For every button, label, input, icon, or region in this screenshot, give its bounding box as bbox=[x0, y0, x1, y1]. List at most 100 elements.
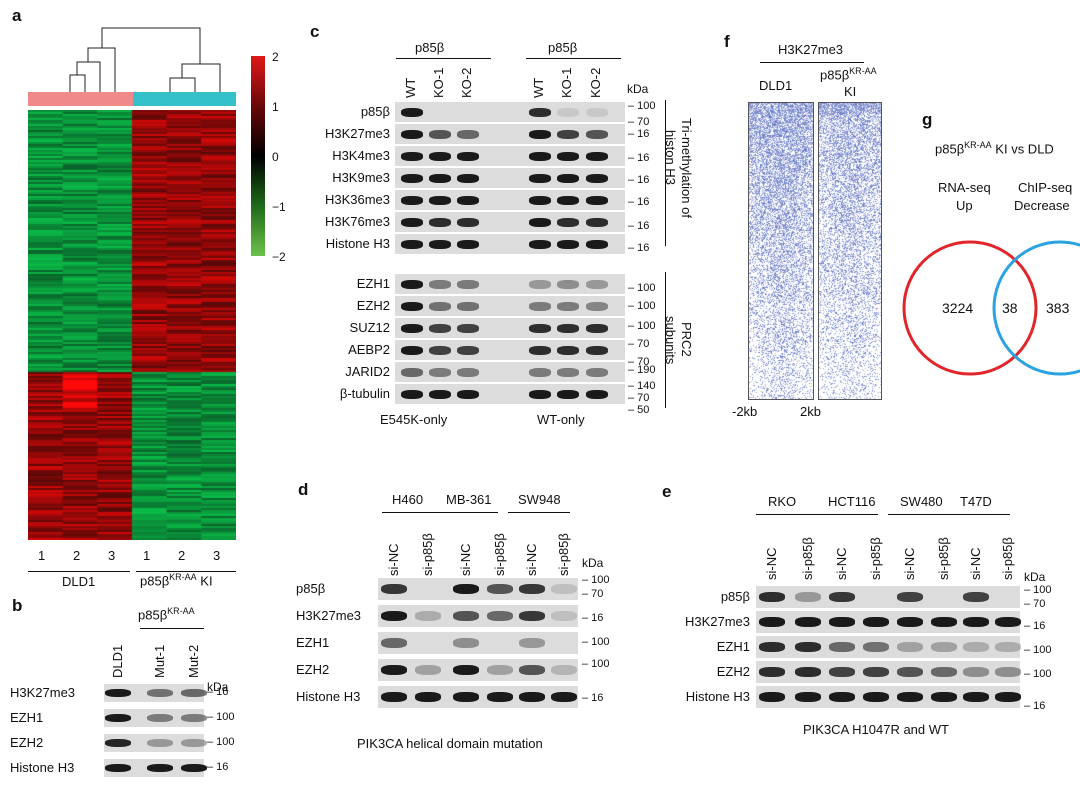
blot-band bbox=[557, 367, 579, 377]
blot-band bbox=[586, 301, 608, 311]
blot-band bbox=[557, 345, 579, 355]
blot-band bbox=[586, 217, 608, 227]
blot-strip bbox=[378, 632, 578, 654]
mw-marker: – 70 bbox=[628, 356, 650, 368]
blot-band bbox=[529, 279, 551, 289]
c-footer-right: WT-only bbox=[537, 412, 585, 427]
blot-band bbox=[963, 667, 989, 677]
g-set2-line1: ChIP-seq bbox=[1018, 180, 1073, 195]
blot-band bbox=[795, 692, 821, 702]
cell-line-underline bbox=[888, 514, 950, 515]
f-col1: DLD1 bbox=[759, 78, 793, 93]
c-bracket-bottom bbox=[665, 272, 666, 408]
blot-row-label: JARID2 bbox=[345, 364, 390, 379]
blot-strip bbox=[395, 234, 625, 254]
f-frame-2 bbox=[818, 102, 882, 400]
blot-band bbox=[519, 665, 545, 675]
blot-band bbox=[401, 173, 423, 183]
blot-band bbox=[931, 692, 957, 702]
panel-letter-f: f bbox=[724, 32, 730, 51]
expression-heatmap bbox=[28, 110, 236, 540]
lane-label: si-NC bbox=[834, 547, 849, 581]
blot-strip bbox=[104, 734, 204, 752]
lane-label: si-p85β bbox=[1000, 537, 1015, 580]
g-set1-line1: RNA-seq bbox=[938, 180, 991, 195]
blot-band bbox=[381, 692, 407, 702]
blot-row-label: EZH2 bbox=[296, 662, 330, 677]
blot-band bbox=[381, 665, 407, 675]
blot-band bbox=[429, 239, 451, 249]
mw-marker: – 16 bbox=[582, 612, 604, 624]
heatmap-column-label: 2 bbox=[178, 548, 186, 563]
colorbar-tick: 2 bbox=[272, 50, 279, 64]
blot-row-label: EZH1 bbox=[10, 710, 44, 725]
g-title: p85βKR-AA KI vs DLD bbox=[935, 140, 1054, 157]
cell-line-label: T47D bbox=[960, 494, 992, 509]
mw-marker: – 100 bbox=[1024, 584, 1052, 596]
mw-marker: – 100 bbox=[582, 574, 610, 586]
blot-row-label: EZH1 bbox=[296, 635, 330, 650]
cell-line-underline bbox=[948, 514, 1010, 515]
lane-label: si-p85β bbox=[556, 533, 571, 576]
blot-row-label: EZH1 bbox=[716, 639, 750, 654]
mw-marker: – 70 bbox=[582, 588, 604, 600]
mw-marker: – 16 bbox=[628, 220, 650, 232]
mw-marker: – 100 bbox=[1024, 644, 1052, 656]
lane-label: si-NC bbox=[902, 547, 917, 581]
blot-band bbox=[381, 584, 407, 594]
blot-band bbox=[401, 367, 423, 377]
blot-band bbox=[557, 173, 579, 183]
colorbar bbox=[251, 56, 265, 256]
f-col2: p85βKR-AA bbox=[820, 66, 877, 83]
blot-band bbox=[519, 611, 545, 621]
cell-line-underline bbox=[382, 512, 444, 513]
blot-band bbox=[529, 389, 551, 399]
group-label-dld1: DLD1 bbox=[62, 574, 96, 589]
cell-line-label: MB-361 bbox=[446, 492, 492, 507]
blot-band bbox=[586, 323, 608, 333]
blot-band bbox=[429, 279, 451, 289]
blot-band bbox=[487, 584, 513, 594]
group-label-ki: p85βKR-AA KI bbox=[140, 572, 213, 589]
blot-band bbox=[457, 195, 479, 205]
blot-band bbox=[429, 195, 451, 205]
c-kda: kDa bbox=[627, 82, 649, 96]
cell-line-underline bbox=[816, 514, 878, 515]
panel-letter-a: a bbox=[12, 6, 22, 25]
blot-row-label: H3K4me3 bbox=[332, 148, 390, 163]
blot-row-label: H3K36me3 bbox=[324, 192, 390, 207]
lane-label: si-p85β bbox=[868, 537, 883, 580]
blot-band bbox=[457, 279, 479, 289]
blot-row-label: EZH2 bbox=[356, 298, 390, 313]
mw-marker: – 16 bbox=[628, 128, 650, 140]
c-side-label-top-1: Tri-methylation of bbox=[679, 118, 694, 218]
heatmap-column-label: 2 bbox=[73, 548, 81, 563]
blot-band bbox=[457, 367, 479, 377]
blot-row-label: H3K76me3 bbox=[324, 214, 390, 229]
blot-strip bbox=[395, 340, 625, 360]
d-kda: kDa bbox=[582, 556, 604, 570]
blot-row-label: SUZ12 bbox=[349, 320, 390, 335]
heatmap-column-label: 1 bbox=[143, 548, 151, 563]
panel-letter-c: c bbox=[310, 22, 320, 41]
c-side-label-bottom-1: PRC2 bbox=[679, 322, 694, 357]
blot-band bbox=[557, 279, 579, 289]
lane-label: Mut-1 bbox=[152, 644, 167, 678]
blot-band bbox=[415, 692, 441, 702]
mw-marker: – 16 bbox=[1024, 620, 1046, 632]
venn-only-rna: 3224 bbox=[942, 300, 974, 316]
blot-band bbox=[429, 217, 451, 227]
blot-band bbox=[586, 129, 608, 139]
blot-row-label: Histone H3 bbox=[10, 760, 75, 775]
venn-circle-rna bbox=[902, 240, 1038, 376]
blot-band bbox=[429, 345, 451, 355]
blot-band bbox=[429, 301, 451, 311]
c-group-header-left: p85β bbox=[415, 40, 445, 55]
cell-line-label: HCT116 bbox=[828, 494, 876, 509]
blot-band bbox=[105, 713, 131, 723]
blot-band bbox=[529, 107, 551, 117]
blot-band bbox=[897, 692, 923, 702]
blot-band bbox=[529, 301, 551, 311]
blot-band bbox=[401, 323, 423, 333]
panel-letter-e: e bbox=[662, 482, 672, 501]
